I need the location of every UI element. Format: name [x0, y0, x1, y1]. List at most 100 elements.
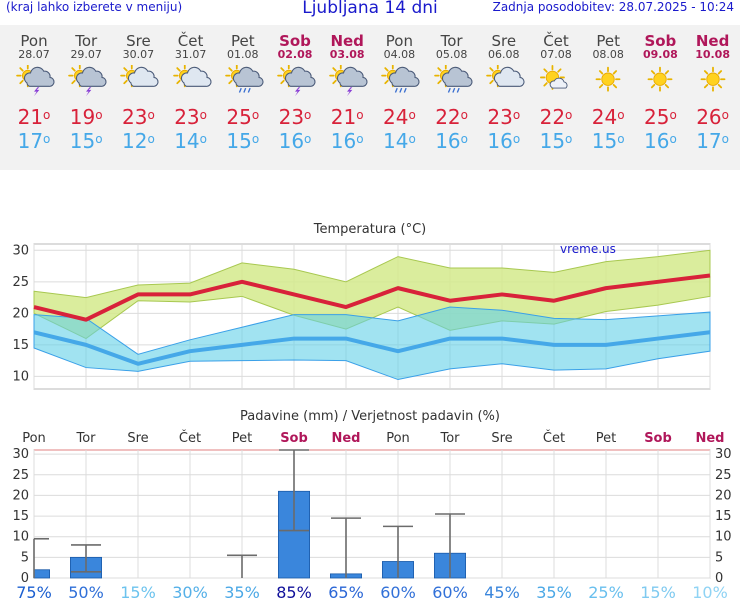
day-column: Sob 02.08 23o 16o [269, 25, 321, 153]
thunderstorm-sun-icon [16, 64, 55, 97]
precip-probability-label: 45% [484, 583, 520, 602]
temp-min-value: 16 [435, 129, 461, 153]
day-name: Pet [230, 32, 255, 50]
y-tick-label: 5 [21, 550, 29, 565]
degree-symbol: o [95, 132, 103, 146]
temp-min: 15o [60, 129, 112, 153]
temp-min: 16o [269, 129, 321, 153]
precip-range-whisker [33, 537, 49, 578]
temp-min-value: 14 [382, 129, 409, 153]
temp-max-value: 22 [539, 105, 566, 129]
day-name: Čet [177, 32, 204, 50]
precip-probability-label: 15% [120, 583, 156, 602]
temp-min-value: 15 [591, 129, 618, 153]
degree-symbol: o [669, 132, 677, 146]
temp-max-value: 23 [487, 105, 513, 129]
precip-probability-label: 10% [692, 583, 728, 602]
precip-probability-label: 75% [16, 583, 52, 602]
day-name: Sob [644, 32, 677, 50]
day-column: Pet 01.08 25o 15o [217, 25, 269, 153]
temp-max-value: 23 [278, 105, 305, 129]
precip-probability-label: 65% [328, 583, 364, 602]
thunderstorm-sun-icon [68, 64, 107, 97]
temp-min: 15o [582, 129, 634, 153]
rain-sun-icon [433, 64, 473, 93]
temp-max-value: 25 [226, 105, 252, 129]
temp-min-value: 12 [121, 129, 148, 153]
temp-min-value: 16 [278, 129, 305, 153]
day-column: Pon 04.08 24o 14o [373, 25, 425, 153]
day-date: 29.07 [70, 48, 102, 61]
temp-min-value: 15 [539, 129, 566, 153]
temp-min-value: 14 [174, 129, 200, 153]
day-date: 30.07 [122, 48, 155, 61]
precip-probability-label: 35% [536, 583, 572, 602]
temp-max: 24o [373, 105, 425, 129]
temp-min: 16o [634, 129, 686, 153]
temp-min: 12o [112, 129, 164, 153]
y-tick-label: 30 [12, 447, 29, 462]
degree-symbol: o [408, 132, 416, 146]
thunderstorm-sun-icon [329, 64, 368, 97]
temp-max: 24o [582, 105, 634, 129]
temp-min: 16o [478, 129, 530, 153]
temp-max: 23o [165, 105, 217, 129]
precip-probability-label: 30% [172, 583, 208, 602]
degree-symbol: o [512, 132, 521, 146]
day-column: Pet 08.08 24o 15o [582, 25, 634, 153]
y-tick-label-right: 25 [715, 468, 732, 483]
temp-max: 23o [478, 105, 530, 129]
temp-min: 17o [8, 129, 60, 153]
forecast-panel: Pon 28.07 21o 17o Tor 29.07 19o 15o Sre 30.07 23o 1… [0, 25, 740, 170]
x-tick-label: Sob [280, 431, 308, 446]
degree-symbol: o [95, 108, 103, 122]
precip-probability-label: 15% [640, 583, 676, 602]
precip-probability-label: 25% [588, 583, 624, 602]
precip-range-whisker [279, 449, 309, 532]
temp-min-value: 16 [330, 129, 357, 153]
temp-min: 16o [426, 129, 478, 153]
sun-icon [595, 66, 621, 92]
degree-symbol: o [565, 108, 573, 122]
day-date: 05.08 [435, 48, 468, 61]
x-tick-label: Ned [331, 431, 360, 446]
day-date: 01.08 [227, 48, 259, 61]
temp-max-value: 19 [69, 105, 96, 129]
temp-min: 14o [165, 129, 217, 153]
day-name: Čet [543, 32, 569, 50]
chart-title: Padavine (mm) / Verjetnost padavin (%) [240, 409, 500, 424]
x-tick-label: Pon [22, 431, 46, 446]
y-tick-label-right: 5 [715, 550, 723, 565]
degree-symbol: o [251, 108, 260, 122]
y-tick-label: 30 [12, 243, 29, 258]
temp-min: 17o [687, 129, 739, 153]
temp-max-value: 24 [382, 105, 409, 129]
temp-min-value: 15 [69, 129, 96, 153]
day-name: Pon [20, 32, 48, 50]
x-tick-label: Ned [695, 431, 724, 446]
rain-sun-icon [381, 64, 420, 93]
degree-symbol: o [460, 132, 468, 146]
day-date: 10.08 [695, 48, 730, 61]
day-column: Pon 28.07 21o 17o [8, 25, 60, 153]
y-tick-label-right: 10 [715, 530, 732, 545]
day-column: Ned 10.08 26o 17o [687, 25, 739, 153]
day-name: Sre [491, 32, 517, 50]
min-temp-line [33, 330, 711, 366]
temp-max-value: 23 [121, 105, 148, 129]
day-date: 09.08 [642, 48, 678, 61]
sun-icon [700, 66, 726, 92]
precip-probability-label: 35% [224, 583, 260, 602]
y-tick-label-right: 15 [715, 509, 732, 524]
y-tick-label: 10 [12, 530, 29, 545]
temp-max: 21o [321, 105, 373, 129]
day-name: Sre [126, 32, 151, 50]
day-column: Čet 07.08 22o 15o [530, 25, 582, 153]
temp-max-value: 23 [174, 105, 200, 129]
temp-min: 15o [217, 129, 269, 153]
x-tick-label: Pet [232, 431, 252, 446]
y-tick-label-right: 0 [715, 571, 723, 586]
precip-probability-label: 85% [276, 583, 312, 602]
temp-max-value: 21 [330, 105, 357, 129]
x-tick-label: Sob [644, 431, 672, 446]
